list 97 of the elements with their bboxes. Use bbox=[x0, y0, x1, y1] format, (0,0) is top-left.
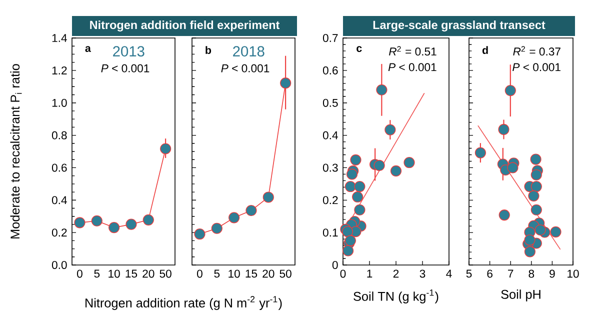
point bbox=[498, 210, 510, 221]
x-tick-label: 20 bbox=[142, 270, 154, 278]
point bbox=[550, 226, 562, 238]
point bbox=[530, 154, 542, 165]
chart-title: Large-scale grassland transect bbox=[373, 20, 546, 32]
point bbox=[246, 204, 257, 216]
point bbox=[126, 218, 137, 230]
y-tick-label: 0.1 bbox=[322, 228, 338, 237]
y-tick-label: 0.6 bbox=[322, 66, 338, 74]
point bbox=[342, 226, 354, 238]
point bbox=[354, 204, 366, 216]
x-tick-label: 3 bbox=[420, 270, 426, 278]
x-tick-label: 10 bbox=[568, 270, 579, 278]
y-tick-label: 0.0 bbox=[52, 260, 67, 270]
point bbox=[346, 168, 358, 180]
annotation: a bbox=[85, 46, 91, 52]
x-tick-label: 5 bbox=[214, 270, 220, 278]
x-tick-label: 50 bbox=[160, 270, 172, 278]
x-tick-label: 10 bbox=[108, 270, 120, 278]
chart-title: Nitrogen addition field experiment bbox=[90, 20, 280, 32]
point bbox=[352, 191, 364, 202]
point bbox=[211, 222, 222, 234]
chart-subtitle: 2018 bbox=[233, 46, 264, 57]
point bbox=[507, 162, 518, 174]
point bbox=[354, 180, 366, 192]
x-tick-label: 6 bbox=[487, 270, 492, 278]
y-tick-label: 0.5 bbox=[322, 98, 338, 107]
annotation: R$^{2}$ = 0.51 bbox=[388, 46, 436, 56]
point bbox=[384, 124, 396, 136]
point bbox=[528, 190, 540, 202]
point bbox=[524, 246, 536, 258]
annotation: P < 0.001 bbox=[101, 64, 150, 72]
x-tick-label: 0 bbox=[340, 270, 346, 278]
point bbox=[350, 154, 362, 166]
point bbox=[504, 85, 516, 96]
point bbox=[404, 156, 415, 168]
x-tick-label: 4 bbox=[446, 270, 452, 278]
x-tick-label: 2 bbox=[393, 270, 399, 278]
annotation: P < 0.001 bbox=[512, 63, 560, 72]
y-tick-label: 0.4 bbox=[322, 131, 338, 140]
point bbox=[262, 192, 274, 203]
x-tick-label: 50 bbox=[280, 270, 292, 278]
y-tick-label: 0.3 bbox=[322, 164, 338, 172]
point bbox=[142, 214, 154, 226]
x-axis-title: Nitrogen addition rate (g N m$^{-2}$ yr$^{-1}$) bbox=[86, 296, 282, 310]
chart-subtitle: 2013 bbox=[113, 46, 144, 57]
y-tick-label: 0 bbox=[332, 261, 338, 270]
annotation: P < 0.001 bbox=[221, 64, 270, 72]
point bbox=[390, 165, 402, 176]
x-tick-label: 15 bbox=[246, 270, 258, 278]
x-tick-label: 0 bbox=[77, 270, 82, 278]
point bbox=[344, 235, 356, 246]
x-tick-label: 15 bbox=[126, 270, 138, 278]
y-tick-label: 1.4 bbox=[52, 34, 67, 42]
point bbox=[74, 217, 86, 228]
point bbox=[342, 245, 354, 256]
x-tick-label: 7 bbox=[508, 270, 514, 278]
annotation: R$^{2}$ = 0.37 bbox=[513, 46, 560, 56]
y-tick-label: 0.2 bbox=[322, 196, 338, 204]
x-tick-label: 8 bbox=[528, 270, 534, 278]
annotation: P < 0.001 bbox=[388, 63, 436, 72]
point bbox=[374, 160, 385, 171]
point bbox=[376, 84, 388, 96]
x-axis-title: Soil pH bbox=[501, 290, 540, 302]
point bbox=[108, 222, 120, 234]
point bbox=[534, 224, 546, 236]
y-tick-label: 1.2 bbox=[52, 66, 67, 74]
point bbox=[498, 124, 510, 135]
point bbox=[474, 147, 486, 158]
point bbox=[524, 234, 536, 246]
point bbox=[194, 228, 206, 240]
x-tick-label: 1 bbox=[367, 270, 372, 278]
annotation: c bbox=[356, 46, 362, 52]
point bbox=[228, 212, 240, 224]
point bbox=[280, 78, 292, 89]
y-tick-label: 0.8 bbox=[52, 131, 67, 140]
point bbox=[530, 180, 542, 192]
point bbox=[344, 180, 356, 192]
y-tick-label: 0.2 bbox=[52, 228, 67, 237]
x-tick-label: 5 bbox=[94, 270, 100, 278]
point bbox=[91, 215, 102, 226]
y-tick-label: 1.0 bbox=[52, 98, 67, 107]
y-tick-label: 0.4 bbox=[52, 196, 67, 204]
x-axis-title: Soil TN (g kg$^{-1}$) bbox=[354, 290, 438, 304]
x-tick-label: 20 bbox=[262, 270, 274, 278]
y-axis-title: Moderate to recalcitrant P$_{i}$ ratio bbox=[10, 64, 22, 238]
point bbox=[530, 204, 542, 216]
y-tick-label: 0.6 bbox=[52, 164, 67, 172]
point bbox=[160, 143, 172, 154]
x-tick-label: 0 bbox=[197, 270, 202, 278]
x-tick-label: 5 bbox=[466, 270, 472, 278]
y-tick-label: 0.7 bbox=[322, 34, 338, 42]
annotation: d bbox=[482, 46, 488, 54]
x-tick-label: 10 bbox=[228, 270, 240, 278]
x-tick-label: 9 bbox=[550, 270, 555, 278]
point bbox=[530, 169, 542, 180]
annotation: b bbox=[206, 46, 212, 54]
